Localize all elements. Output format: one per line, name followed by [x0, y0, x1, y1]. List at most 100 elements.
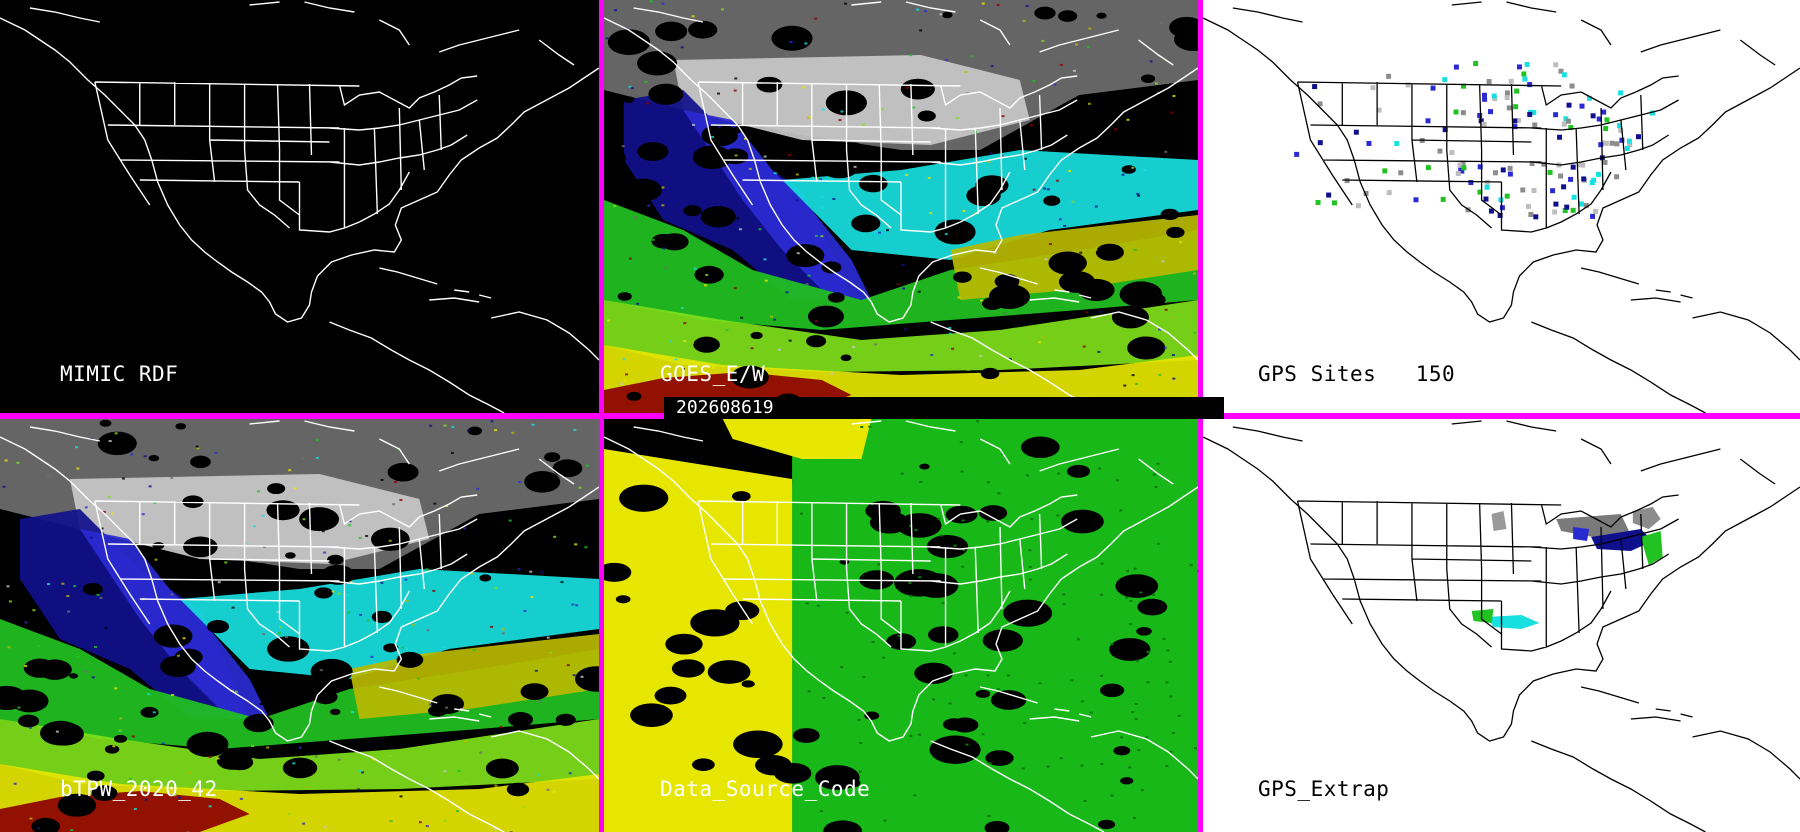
- field-speck: [24, 665, 28, 668]
- field-speck: [32, 609, 36, 612]
- gps-site-marker: [1488, 109, 1494, 115]
- field-speck: [861, 123, 865, 126]
- source-speck: [1100, 562, 1104, 565]
- gps-site-marker: [1522, 76, 1528, 82]
- gps-site-marker: [1455, 170, 1461, 176]
- field-speck: [614, 9, 617, 12]
- field-speck: [302, 518, 306, 521]
- field-speck: [1087, 102, 1091, 105]
- field-speck: [1154, 82, 1158, 85]
- field-speck: [904, 328, 908, 331]
- gps-site-marker: [1627, 141, 1633, 147]
- field-speck: [8, 600, 12, 603]
- field-speck: [683, 339, 687, 342]
- field-speck: [1058, 218, 1062, 221]
- field-speck: [546, 636, 550, 639]
- field-speck: [816, 176, 820, 179]
- field-speck: [927, 176, 931, 179]
- field-gap: [1169, 16, 1198, 39]
- field-speck: [820, 235, 824, 238]
- field-speck: [738, 186, 742, 189]
- field-gap: [827, 292, 845, 303]
- gps-site-marker: [1550, 188, 1556, 194]
- field-speck: [661, 2, 665, 5]
- source-speck: [1165, 681, 1169, 684]
- field-speck: [337, 592, 341, 595]
- field-speck: [970, 55, 974, 58]
- source-speck: [877, 563, 881, 566]
- gps-site-marker: [1460, 110, 1466, 116]
- gps-site-marker: [1398, 170, 1404, 176]
- field-speck: [805, 283, 809, 286]
- gps-site-marker: [1486, 78, 1492, 84]
- field-gap: [552, 459, 583, 478]
- field-speck: [494, 429, 498, 432]
- field-speck: [399, 795, 403, 798]
- field-speck: [885, 229, 889, 232]
- field-speck: [467, 429, 471, 432]
- gps-site-marker: [1595, 171, 1601, 177]
- field-speck: [114, 432, 118, 435]
- source-speck: [1023, 722, 1027, 725]
- field-gap: [1162, 86, 1198, 108]
- field-speck: [1171, 354, 1175, 357]
- field-speck: [440, 543, 444, 546]
- gps-site-marker: [1499, 205, 1505, 211]
- source-gap: [982, 629, 1023, 652]
- field-speck: [1074, 43, 1078, 46]
- field-speck: [305, 786, 309, 789]
- field-speck: [76, 655, 80, 658]
- field-speck: [987, 160, 991, 163]
- source-speck: [965, 743, 969, 746]
- field-gap: [1055, 257, 1067, 265]
- source-speck: [1177, 714, 1181, 717]
- field-gap: [396, 651, 424, 668]
- field-gap: [1058, 10, 1078, 22]
- field-gap: [91, 785, 118, 801]
- source-speck: [964, 674, 968, 677]
- field-speck: [445, 505, 449, 508]
- field-speck: [501, 628, 505, 631]
- field-speck: [1158, 373, 1162, 376]
- field-speck: [1172, 95, 1176, 98]
- gps-site-marker: [1331, 200, 1337, 206]
- field-speck: [70, 829, 74, 832]
- gps-site-marker: [1512, 118, 1518, 124]
- field-speck: [1001, 154, 1005, 157]
- field-speck: [693, 267, 697, 270]
- field-speck: [901, 263, 905, 266]
- field-speck: [939, 13, 943, 16]
- gps-site-marker: [1529, 160, 1535, 166]
- field-gap: [688, 20, 718, 39]
- gps-site-marker: [1317, 140, 1323, 146]
- field-speck: [830, 372, 834, 375]
- field-speck: [182, 637, 186, 640]
- field-speck: [1131, 374, 1135, 377]
- field-speck: [802, 86, 806, 89]
- field-speck: [743, 137, 747, 140]
- field-gap: [327, 554, 344, 565]
- field-speck: [418, 821, 422, 824]
- field-gap: [467, 426, 483, 436]
- field-speck: [788, 154, 792, 157]
- field-gap: [140, 706, 159, 718]
- source-speck: [1154, 485, 1158, 488]
- gps-site-marker: [1570, 207, 1576, 213]
- gps-site-marker: [1520, 187, 1526, 193]
- field-gap: [216, 751, 248, 770]
- gps-site-marker: [1563, 116, 1569, 122]
- field-speck: [572, 674, 576, 677]
- source-gap: [604, 562, 632, 582]
- gps-site-marker: [1603, 126, 1609, 132]
- field-speck: [263, 545, 267, 548]
- field-gap: [980, 367, 1000, 380]
- field-speck: [110, 512, 114, 515]
- field-speck: [380, 478, 384, 481]
- source-speck: [976, 420, 980, 423]
- field-gap: [750, 331, 763, 340]
- gps-site-marker: [1394, 141, 1400, 147]
- field-speck: [351, 711, 355, 714]
- source-speck: [1152, 473, 1156, 476]
- field-speck: [996, 3, 1000, 6]
- field-speck: [725, 329, 729, 332]
